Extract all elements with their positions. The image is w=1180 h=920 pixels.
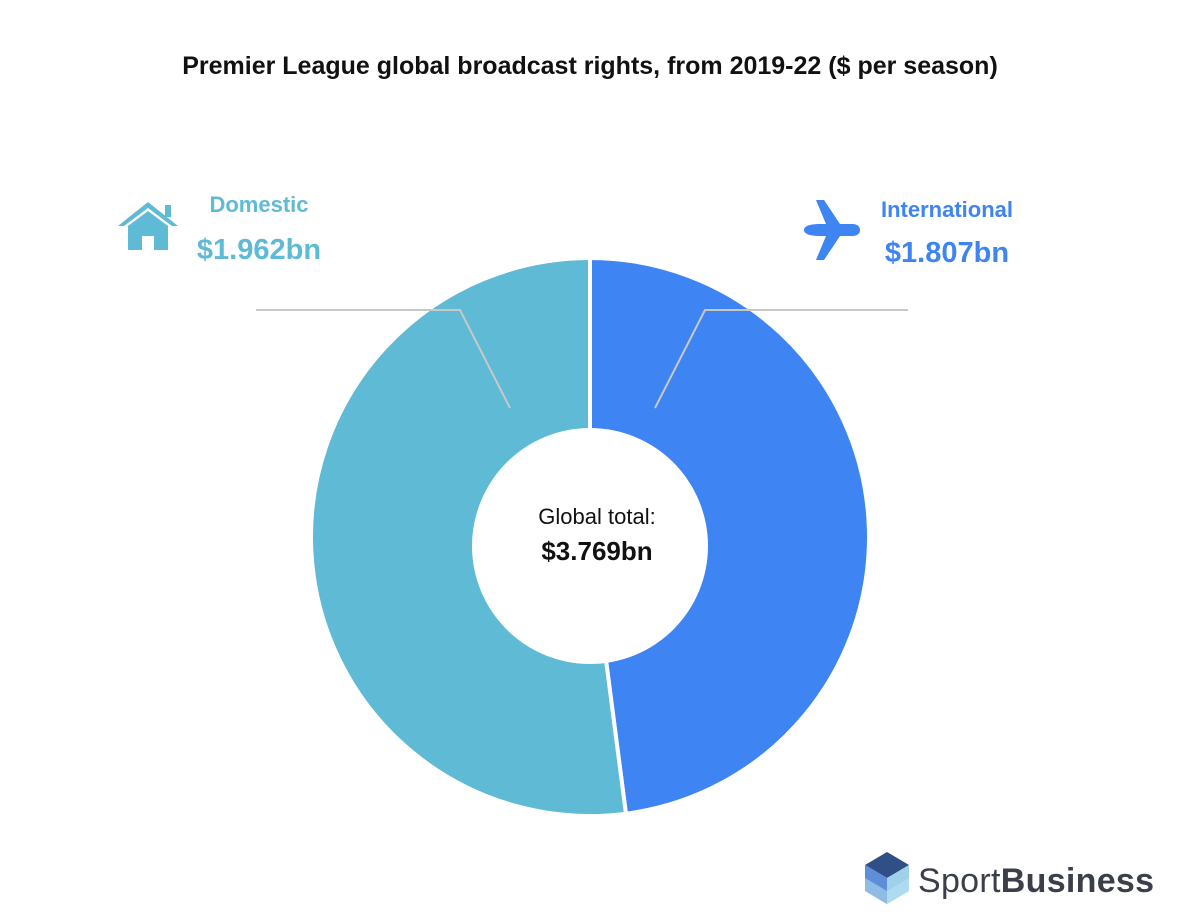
logo-text-bold: Business [1000,862,1155,900]
sportbusiness-logo: SportBusiness [862,850,1172,910]
center-value: $3.769bn [541,536,652,566]
legend-value-international: $1.807bn [885,237,1009,269]
legend-name-domestic: Domestic [209,192,308,217]
chart-title: Premier League global broadcast rights, … [182,52,998,80]
donut-hole [472,428,708,664]
leader-line-international [654,309,908,409]
logo-text-light: Sport [918,862,1001,900]
slice-domestic [309,255,629,818]
house-icon [118,202,178,250]
legend-name-international: International [881,197,1013,222]
logo-text: SportBusiness [918,862,1154,901]
legend-value-domestic: $1.962bn [197,234,321,266]
airplane-icon [804,200,860,260]
center-label: Global total: [538,504,655,529]
slices-group [309,255,871,818]
logo-cube-icon [865,852,909,904]
leader-line-domestic [256,309,511,409]
